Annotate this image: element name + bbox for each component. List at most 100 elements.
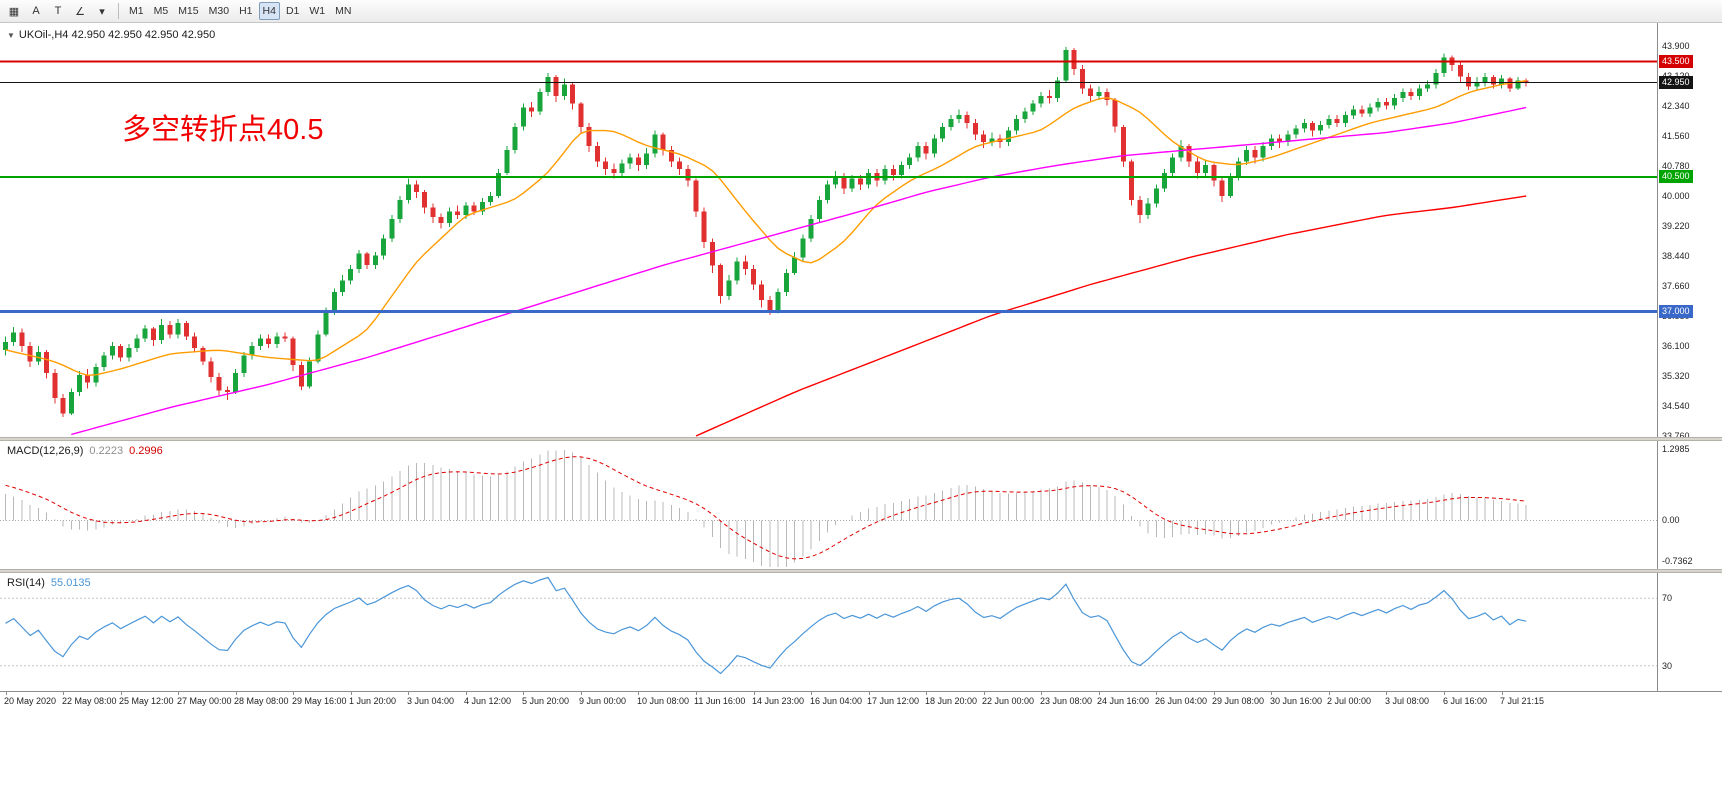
time-tick [1444, 692, 1445, 695]
price-axis-label: 34.540 [1662, 401, 1690, 411]
timeframe-button-m5[interactable]: M5 [150, 2, 173, 20]
time-axis-label: 16 Jun 04:00 [810, 696, 863, 706]
timeframe-button-mn[interactable]: MN [331, 2, 355, 20]
time-axis-label: 22 May 08:00 [62, 696, 117, 706]
support-line-green-price-badge: 40.500 [1659, 170, 1693, 183]
tools-dropdown-chevron-icon[interactable]: ▾ [92, 2, 112, 20]
time-tick [351, 692, 352, 695]
time-tick [6, 692, 7, 695]
chart-annotation-text[interactable]: 多空转折点40.5 [122, 114, 324, 146]
cursor-tool-icon[interactable]: A [26, 2, 46, 20]
price-chart-plot[interactable] [0, 23, 1657, 437]
time-tick [581, 692, 582, 695]
time-tick [1099, 692, 1100, 695]
timeframe-button-m30[interactable]: M30 [205, 2, 233, 20]
time-axis-label: 20 May 2020 [4, 696, 57, 706]
time-axis-label: 7 Jul 21:15 [1500, 696, 1545, 706]
price-axis-label: 37.660 [1662, 281, 1690, 291]
line-tools-group: ▦ A T ∠ ▾ [3, 2, 113, 20]
macd-axis-label: 1.2985 [1662, 444, 1690, 454]
macd-plot[interactable] [0, 441, 1657, 569]
time-tick [1386, 692, 1387, 695]
time-axis-label: 29 May 16:00 [292, 696, 347, 706]
time-tick [121, 692, 122, 695]
time-tick [811, 692, 812, 695]
macd-value-signal: 0.2996 [129, 445, 163, 457]
price-axis-label: 40.780 [1662, 161, 1690, 171]
time-tick [1041, 692, 1042, 695]
time-axis-label: 25 May 12:00 [119, 696, 174, 706]
time-axis-label: 9 Jun 00:00 [579, 696, 627, 706]
timeframe-button-d1[interactable]: D1 [282, 2, 303, 20]
time-tick [754, 692, 755, 695]
time-axis-label: 28 May 08:00 [234, 696, 289, 706]
macd-label: MACD(12,26,9) [7, 445, 84, 457]
rsi-label: RSI(14) [7, 577, 45, 589]
time-tick [466, 692, 467, 695]
angle-tool-icon[interactable]: ∠ [70, 2, 90, 20]
rsi-value: 55.0135 [50, 577, 91, 589]
time-axis-label: 17 Jun 12:00 [867, 696, 920, 706]
macd-signal-line [5, 456, 1527, 560]
time-axis-label: 22 Jun 00:00 [982, 696, 1035, 706]
rsi-axis-label: 30 [1662, 661, 1673, 671]
resistance-line-price-badge: 43.500 [1659, 55, 1693, 68]
pane-splitter-rsi[interactable] [0, 569, 1722, 573]
time-axis-label: 3 Jun 04:00 [407, 696, 455, 706]
price-axis-label: 35.320 [1662, 371, 1690, 381]
price-axis-label: 41.560 [1662, 131, 1690, 141]
time-tick [408, 692, 409, 695]
time-tick [1214, 692, 1215, 695]
timeframe-button-h1[interactable]: H1 [235, 2, 256, 20]
charts-window-icon[interactable]: ▦ [4, 2, 24, 20]
collapse-chart-icon[interactable]: ▼ [7, 31, 15, 40]
ma-fast-line [5, 79, 1527, 377]
macd-header: MACD(12,26,9) 0.2223 0.2996 [7, 445, 163, 457]
macd-value-main: 0.2223 [89, 445, 124, 457]
time-tick [63, 692, 64, 695]
support-line-blue-price-badge: 37.000 [1659, 305, 1693, 318]
time-tick [1329, 692, 1330, 695]
macd-histogram [5, 449, 1527, 567]
rsi-axis[interactable]: 70 30 [1657, 573, 1722, 691]
price-axis-label: 40.000 [1662, 191, 1690, 201]
time-tick [696, 692, 697, 695]
timeframe-group: M1 M5 M15 M30 H1 H4 D1 W1 MN [124, 2, 356, 20]
pane-splitter-macd[interactable] [0, 437, 1722, 441]
current-price-line-price-badge: 42.950 [1659, 76, 1693, 89]
chart-title: ▼ UKOil-,H4 42.950 42.950 42.950 42.950 [7, 29, 215, 41]
time-axis-label: 6 Jul 16:00 [1443, 696, 1488, 706]
chart-title-text: UKOil-,H4 42.950 42.950 42.950 42.950 [18, 29, 216, 41]
timeframe-button-h4[interactable]: H4 [258, 2, 280, 20]
time-axis-label: 23 Jun 08:00 [1040, 696, 1093, 706]
time-axis-label: 2 Jul 00:00 [1327, 696, 1372, 706]
rsi-plot[interactable] [0, 573, 1657, 691]
time-tick [236, 692, 237, 695]
text-tool-icon[interactable]: T [48, 2, 68, 20]
timeframe-button-m15[interactable]: M15 [174, 2, 202, 20]
rsi-header: RSI(14) 55.0135 [7, 577, 91, 589]
time-tick [1271, 692, 1272, 695]
price-axis-label: 33.760 [1662, 431, 1690, 441]
price-axis-label: 43.900 [1662, 41, 1690, 51]
main-toolbar: ▦ A T ∠ ▾ M1 M5 M15 M30 H1 H4 D1 W1 MN [0, 0, 1722, 23]
rsi-line [5, 576, 1527, 675]
macd-axis-label: -0.7362 [1662, 556, 1693, 566]
timeframe-button-w1[interactable]: W1 [305, 2, 329, 20]
time-axis-label: 5 Jun 20:00 [522, 696, 570, 706]
timeframe-button-m1[interactable]: M1 [125, 2, 148, 20]
price-axis-label: 39.220 [1662, 221, 1690, 231]
rsi-axis-label: 70 [1662, 593, 1673, 603]
price-axis[interactable]: 43.90043.12042.34041.56040.78040.00039.2… [1657, 23, 1722, 441]
time-axis[interactable]: 20 May 2020 22 May 08:00 25 May 12:00 27 Ma… [0, 691, 1722, 714]
time-tick [984, 692, 985, 695]
time-axis-label: 1 Jun 20:00 [349, 696, 397, 706]
time-axis-label: 11 Jun 16:00 [694, 696, 746, 706]
ma-slow-line [695, 195, 1527, 437]
macd-axis[interactable]: 1.2985 0.00 -0.7362 [1657, 441, 1722, 569]
ma-medium-line [71, 106, 1527, 436]
time-axis-label: 18 Jun 20:00 [925, 696, 978, 706]
time-tick [178, 692, 179, 695]
time-axis-label: 29 Jun 08:00 [1212, 696, 1265, 706]
